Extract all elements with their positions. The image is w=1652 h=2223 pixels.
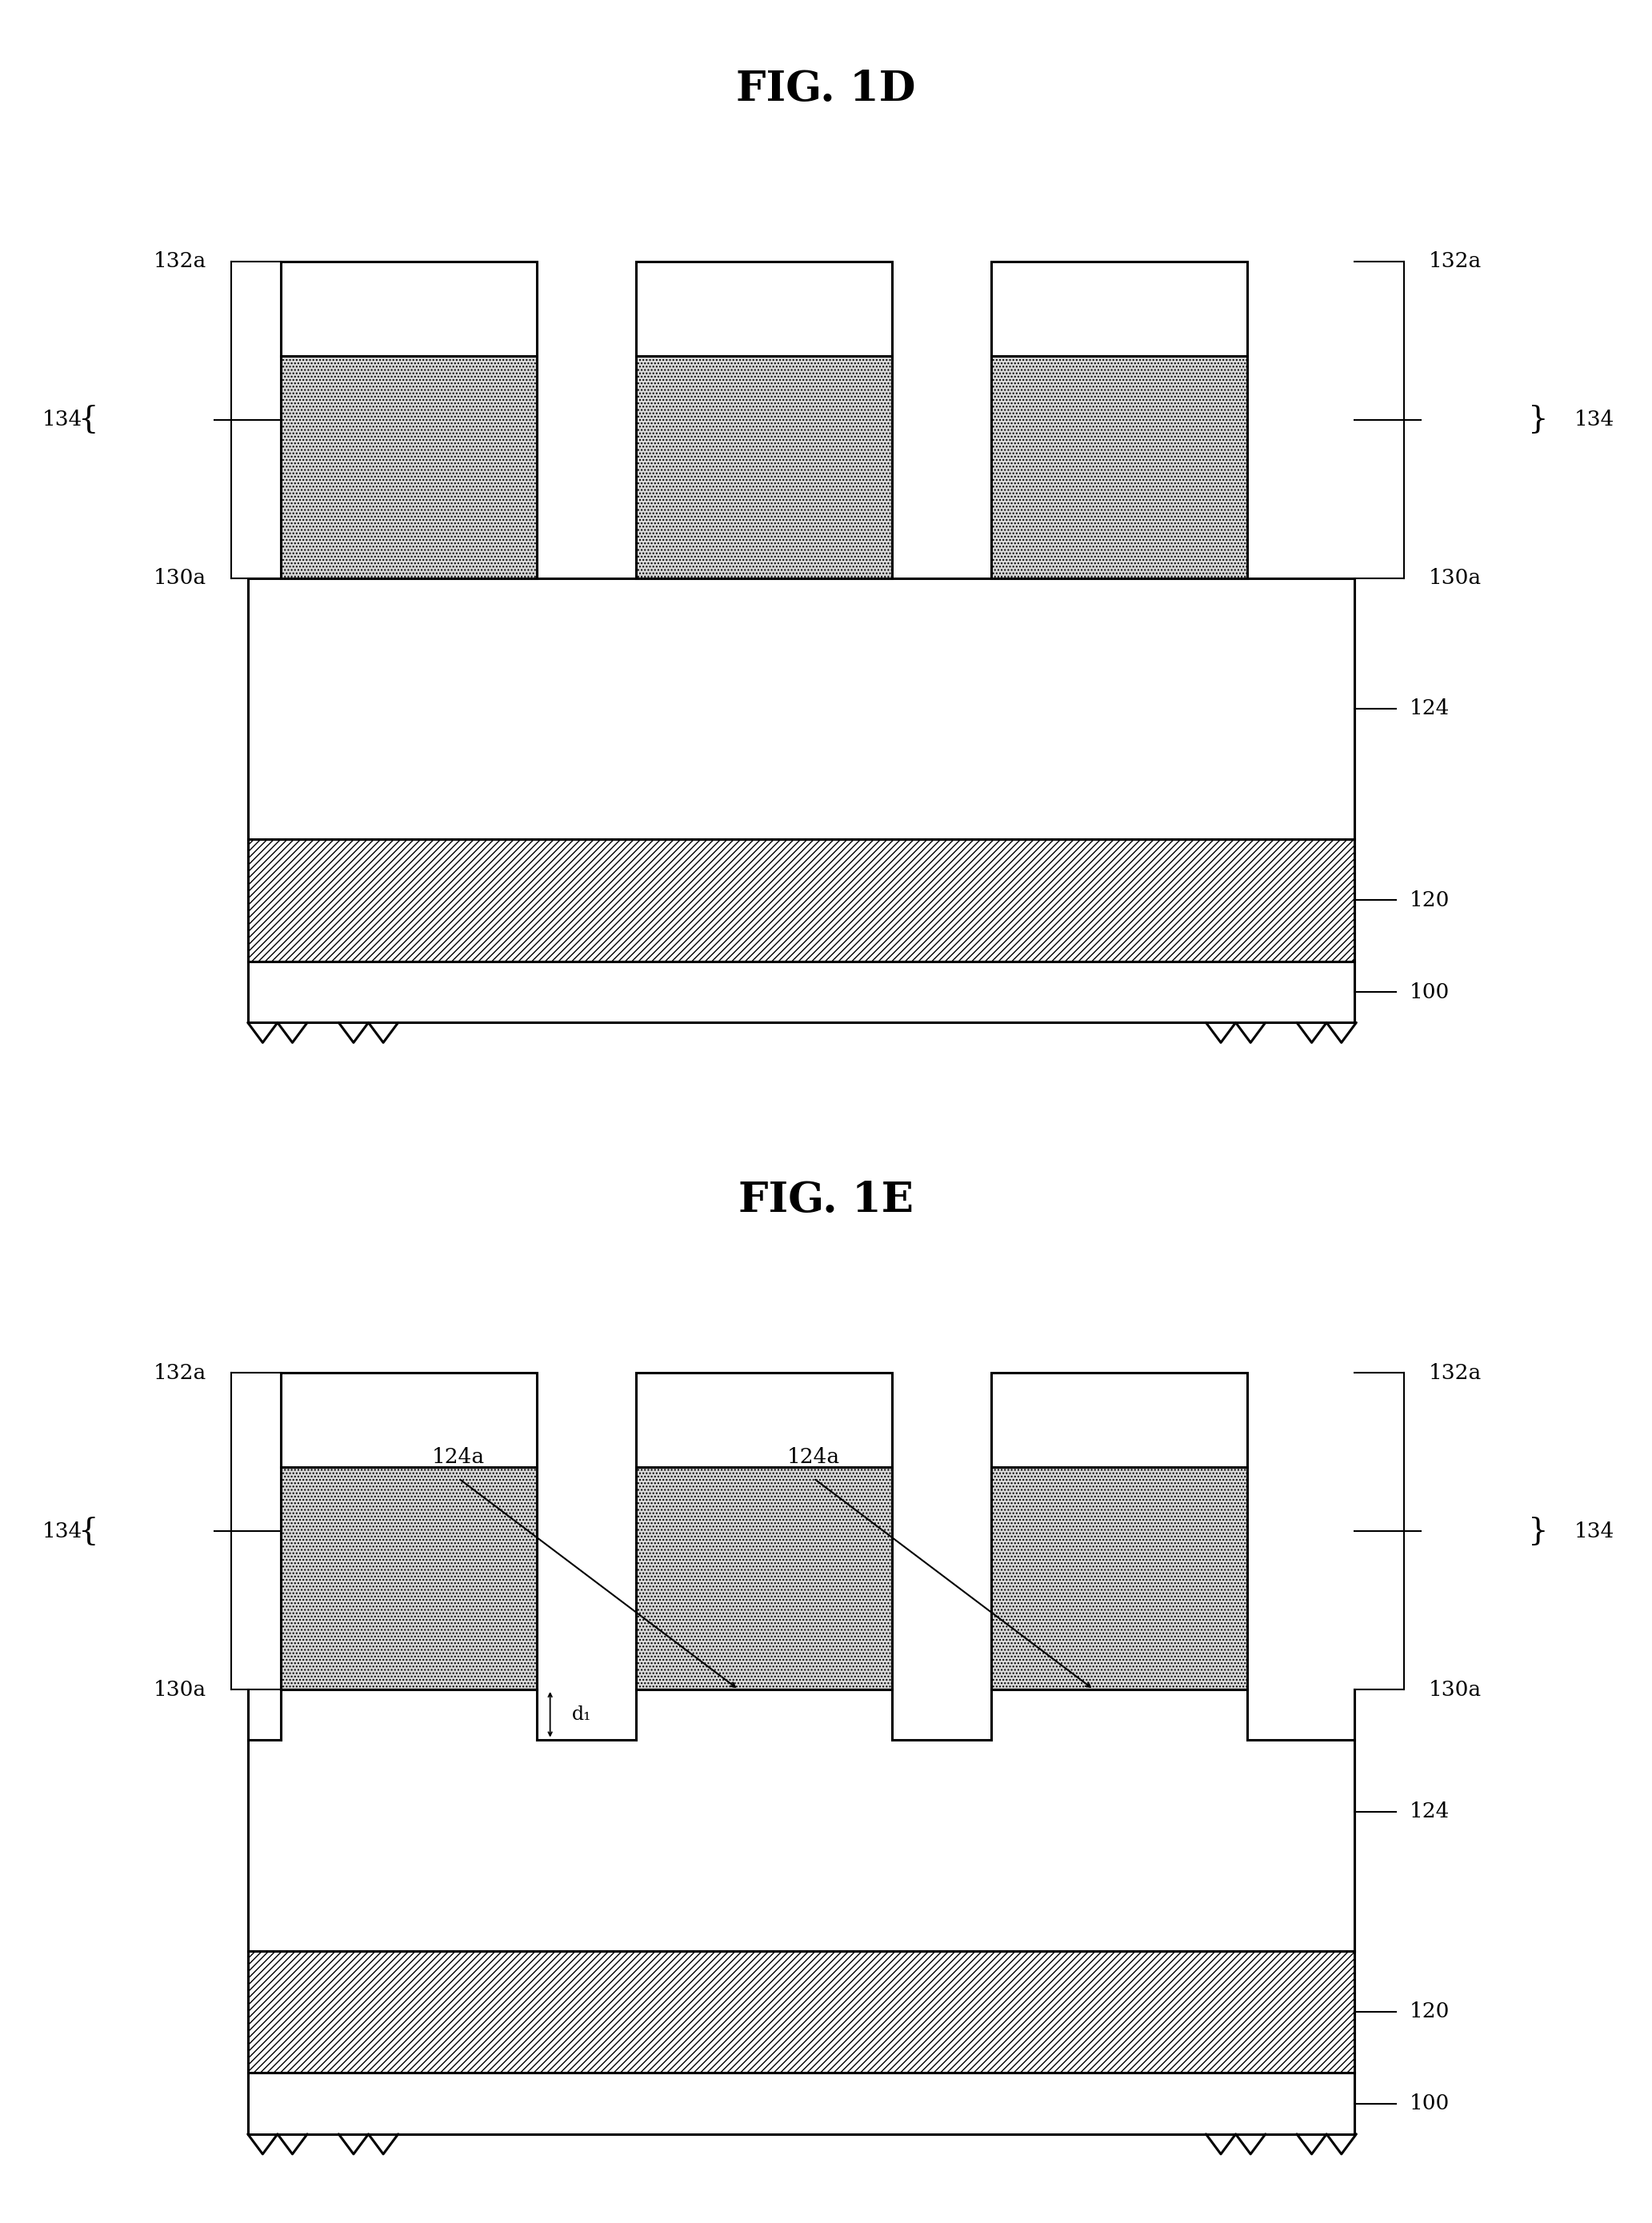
Text: 132a: 132a xyxy=(154,251,206,271)
Bar xyxy=(636,260,892,356)
Text: FIG. 1D: FIG. 1D xyxy=(737,69,915,109)
Bar xyxy=(636,1467,892,1689)
Text: 100: 100 xyxy=(1409,983,1449,1003)
Bar xyxy=(248,2072,1355,2134)
Text: 124: 124 xyxy=(1409,698,1449,718)
Bar xyxy=(636,1374,892,1467)
Bar xyxy=(281,1374,537,1467)
Text: 134: 134 xyxy=(1574,409,1614,429)
Text: 134: 134 xyxy=(43,409,83,429)
Text: 132a: 132a xyxy=(1429,1363,1482,1383)
Text: 124a: 124a xyxy=(431,1447,486,1467)
Text: d₁: d₁ xyxy=(572,1705,591,1723)
Text: 100: 100 xyxy=(1409,2094,1449,2114)
Text: 132a: 132a xyxy=(154,1363,206,1383)
Text: 134: 134 xyxy=(43,1521,83,1541)
Text: }: } xyxy=(1528,1516,1548,1545)
Bar xyxy=(991,260,1247,356)
Text: 124: 124 xyxy=(1409,1803,1449,1821)
Text: 132a: 132a xyxy=(1429,251,1482,271)
Text: 130a: 130a xyxy=(154,569,206,587)
Bar xyxy=(248,578,1355,840)
Bar xyxy=(991,1467,1247,1689)
Bar xyxy=(248,960,1355,1023)
Bar xyxy=(281,356,537,578)
Text: {: { xyxy=(79,405,99,433)
Bar xyxy=(248,840,1355,960)
Bar xyxy=(636,356,892,578)
Text: }: } xyxy=(1528,405,1548,433)
Text: 120: 120 xyxy=(1409,891,1449,909)
Text: {: { xyxy=(79,1516,99,1545)
Text: 130a: 130a xyxy=(1429,1681,1482,1698)
Text: 120: 120 xyxy=(1409,2003,1449,2021)
Text: 134: 134 xyxy=(1574,1521,1614,1541)
Bar xyxy=(991,1374,1247,1467)
Text: 124a: 124a xyxy=(786,1447,841,1467)
Text: 130a: 130a xyxy=(154,1681,206,1698)
Bar xyxy=(281,1467,537,1689)
Bar xyxy=(248,1738,1355,1952)
Text: 130a: 130a xyxy=(1429,569,1482,587)
Bar xyxy=(991,356,1247,578)
Bar xyxy=(248,1952,1355,2072)
Text: FIG. 1E: FIG. 1E xyxy=(738,1180,914,1220)
Bar xyxy=(281,260,537,356)
